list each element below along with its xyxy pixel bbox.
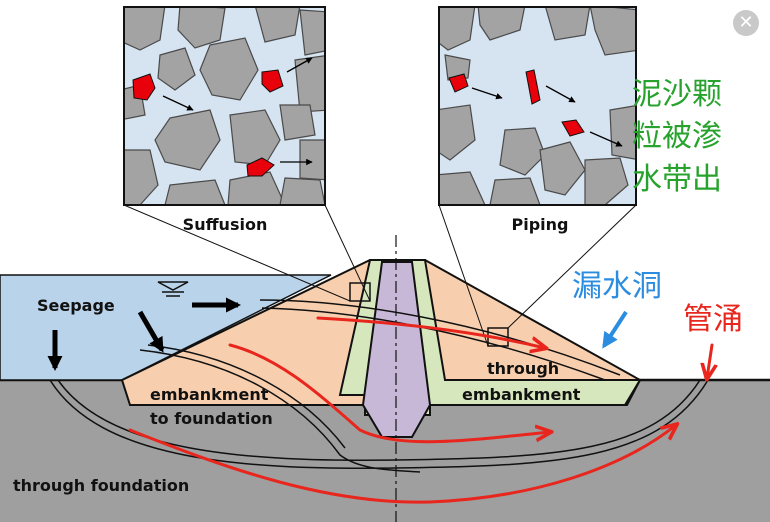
inset-connectors (123, 204, 637, 347)
leak-hole-arrow (602, 310, 628, 349)
piping-inset (438, 6, 637, 206)
water-level-icon (157, 281, 189, 297)
particles-annotation-line3: 水带出 (632, 162, 722, 197)
piping-stones (439, 7, 636, 205)
suffusion-particles (132, 69, 284, 177)
piping-particles (448, 69, 585, 137)
close-icon[interactable]: ✕ (733, 10, 759, 36)
suffusion-location-marker (349, 282, 371, 302)
red-seepage-annotations (128, 316, 712, 504)
through-embankment-label-line2: embankment (462, 385, 581, 404)
boiling-annotation: 管涌 (683, 302, 743, 337)
embankment-to-foundation-label-line2: to foundation (150, 409, 273, 428)
leak-hole-annotation: 漏水洞 (572, 269, 662, 304)
piping-label: Piping (512, 215, 569, 234)
particles-annotation-line2: 粒被渗 (632, 119, 722, 154)
particles-annotation-line1: 泥沙颗 (632, 77, 722, 112)
clay-core (361, 261, 432, 438)
suffusion-inset (123, 6, 326, 206)
through-foundation-label: through foundation (13, 476, 189, 495)
embankment-to-foundation-label-line1: embankment (150, 385, 269, 404)
seepage-arrows (47, 297, 241, 371)
suffusion-label: Suffusion (183, 215, 268, 234)
through-embankment-label-line1: through (487, 359, 559, 378)
seepage-label: Seepage (37, 296, 115, 315)
